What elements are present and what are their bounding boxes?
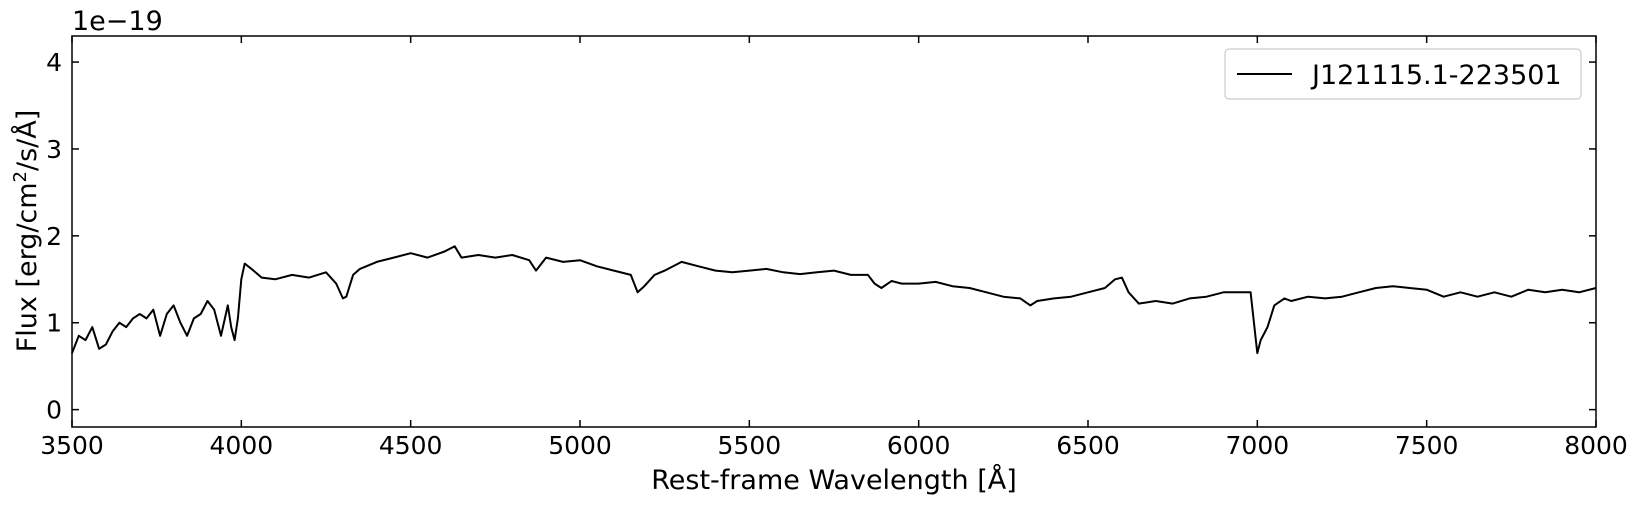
x-tick-label: 7500 — [1395, 431, 1459, 460]
y-tick-label: 4 — [46, 48, 62, 77]
y-tick-label: 1 — [46, 309, 62, 338]
y-axis-label-superscript: 2 — [10, 171, 31, 182]
x-tick-label: 8000 — [1564, 431, 1628, 460]
y-axis-label-main: Flux [erg/cm — [12, 182, 43, 352]
x-tick-label: 4000 — [210, 431, 274, 460]
y-axis-ticks: 0 1 2 3 4 — [46, 48, 1596, 425]
x-tick-label: 5500 — [718, 431, 782, 460]
y-tick-label: 3 — [46, 135, 62, 164]
plot-frame — [71, 35, 1597, 428]
x-axis-ticks: 3500 4000 4500 5000 5500 6000 6500 7000 7500 8000 — [40, 36, 1628, 460]
x-tick-label: 7000 — [1226, 431, 1290, 460]
x-axis-label: Rest-frame Wavelength [Å] — [651, 464, 1017, 496]
y-axis-label-units: /s/Å] — [11, 110, 43, 171]
series-line-spectrum — [71, 245, 1597, 355]
y-tick-label: 0 — [46, 396, 62, 425]
x-tick-label: 6000 — [887, 431, 951, 460]
x-tick-label: 5000 — [548, 431, 612, 460]
legend-label: J121115.1-223501 — [1310, 60, 1562, 91]
y-axis-label: Flux [erg/cm2/s/Å] — [10, 110, 43, 353]
x-tick-label: 4500 — [379, 431, 443, 460]
y-offset-label: 1e−19 — [72, 6, 163, 37]
x-tick-label: 3500 — [40, 431, 104, 460]
legend-box — [1224, 48, 1582, 100]
y-tick-label: 2 — [46, 222, 62, 251]
x-tick-label: 6500 — [1056, 431, 1120, 460]
legend: J121115.1-223501 — [1224, 48, 1582, 100]
